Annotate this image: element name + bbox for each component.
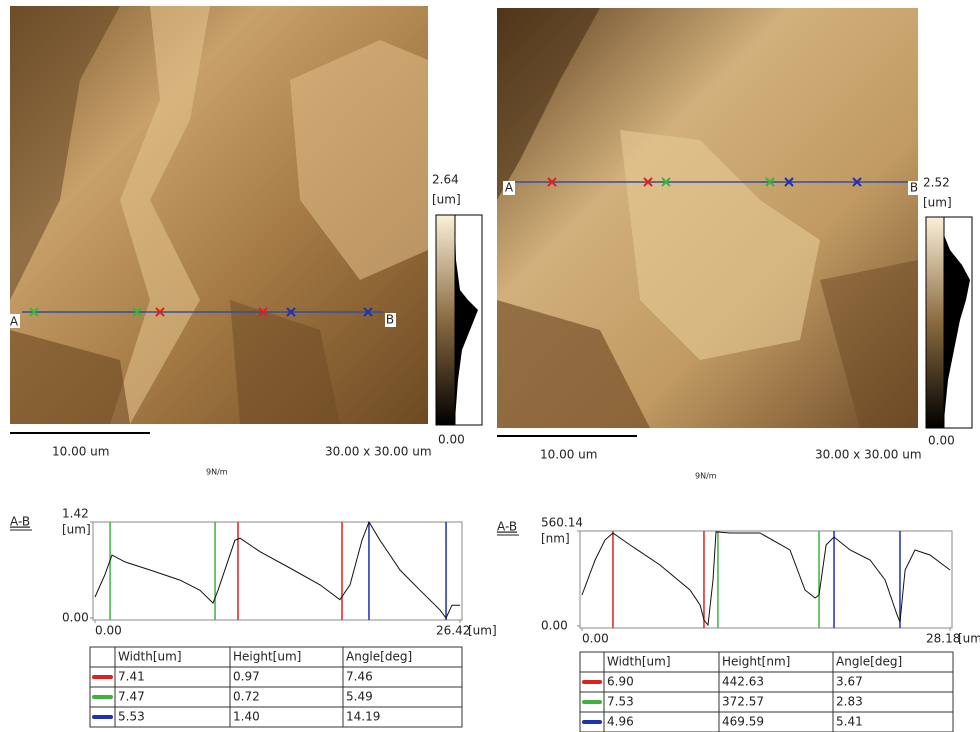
colorbar-min: 0.00: [438, 433, 465, 447]
table-cell: 7.46: [346, 670, 373, 684]
plot-frame: [93, 522, 462, 620]
caption: 9N/m: [206, 468, 228, 477]
x-tick-label: 28.18: [926, 632, 960, 646]
table-cell: 469.59: [722, 715, 764, 729]
table-cell: 4.96: [607, 715, 634, 729]
y-tick-label: 0.00: [541, 619, 568, 633]
table-cell: 5.53: [118, 710, 145, 724]
x-tick-label: 0.00: [95, 624, 122, 638]
y-tick-label: 0.00: [62, 611, 89, 625]
y-tick-label: 1.42: [62, 507, 89, 521]
profile-label: A-B: [10, 515, 30, 529]
table-header: Height[um]: [233, 650, 301, 664]
table-header: Angle[deg]: [836, 655, 902, 669]
profile-label: A-B: [497, 520, 517, 534]
table-header: Angle[deg]: [346, 650, 412, 664]
colorbar-unit: [um]: [432, 193, 461, 207]
table-cell: 7.53: [607, 695, 634, 709]
y-unit: [nm]: [541, 532, 570, 546]
table-cell: 1.40: [233, 710, 260, 724]
scale-bar-label: 10.00 um: [540, 448, 597, 462]
colorbar-unit: [um]: [923, 196, 952, 210]
table-cell: 442.63: [722, 675, 764, 689]
y-unit: [um]: [62, 523, 91, 537]
scale-bar-label: 10.00 um: [52, 445, 109, 459]
afm-image: A B: [9, 6, 428, 424]
table-header: Width[um]: [118, 650, 182, 664]
table-cell: 5.49: [346, 690, 373, 704]
colorbar-max: 2.64: [432, 173, 459, 187]
colorbar: 2.52 [um] 0.00: [923, 176, 972, 448]
x-unit: [um]: [468, 624, 497, 638]
table-header: Width[um]: [607, 655, 671, 669]
table-cell: 5.41: [836, 715, 863, 729]
table-cell: 0.97: [233, 670, 260, 684]
line-end: B: [910, 181, 918, 195]
table-cell: 6.90: [607, 675, 634, 689]
caption: 9N/m: [695, 472, 717, 481]
colorbar-max: 2.52: [923, 176, 950, 190]
figure: A B 2.64 [um] 0.00 10.00 um 30.00 x 30.0…: [0, 0, 980, 732]
table-cell: 7.41: [118, 670, 145, 684]
table-cell: 14.19: [346, 710, 380, 724]
x-tick-label: 26.42: [436, 624, 470, 638]
colorbar: 2.64 [um] 0.00: [432, 173, 482, 447]
table-cell: 3.67: [836, 675, 863, 689]
table-cell: 7.47: [118, 690, 145, 704]
line-start: A: [10, 315, 19, 329]
table-cell: 0.72: [233, 690, 260, 704]
x-tick-label: 0.00: [582, 632, 609, 646]
y-tick-label: 560.14: [541, 516, 583, 530]
x-unit: [um]: [958, 632, 980, 646]
table-cell: 2.83: [836, 695, 863, 709]
colorbar-min: 0.00: [928, 434, 955, 448]
image-size: 30.00 x 30.00 um: [815, 448, 922, 462]
table-header: Height[nm]: [722, 655, 790, 669]
afm-image: A B: [497, 8, 920, 428]
image-size: 30.00 x 30.00 um: [325, 445, 432, 459]
line-end: B: [386, 313, 394, 327]
table-cell: 372.57: [722, 695, 764, 709]
line-start: A: [505, 181, 514, 195]
